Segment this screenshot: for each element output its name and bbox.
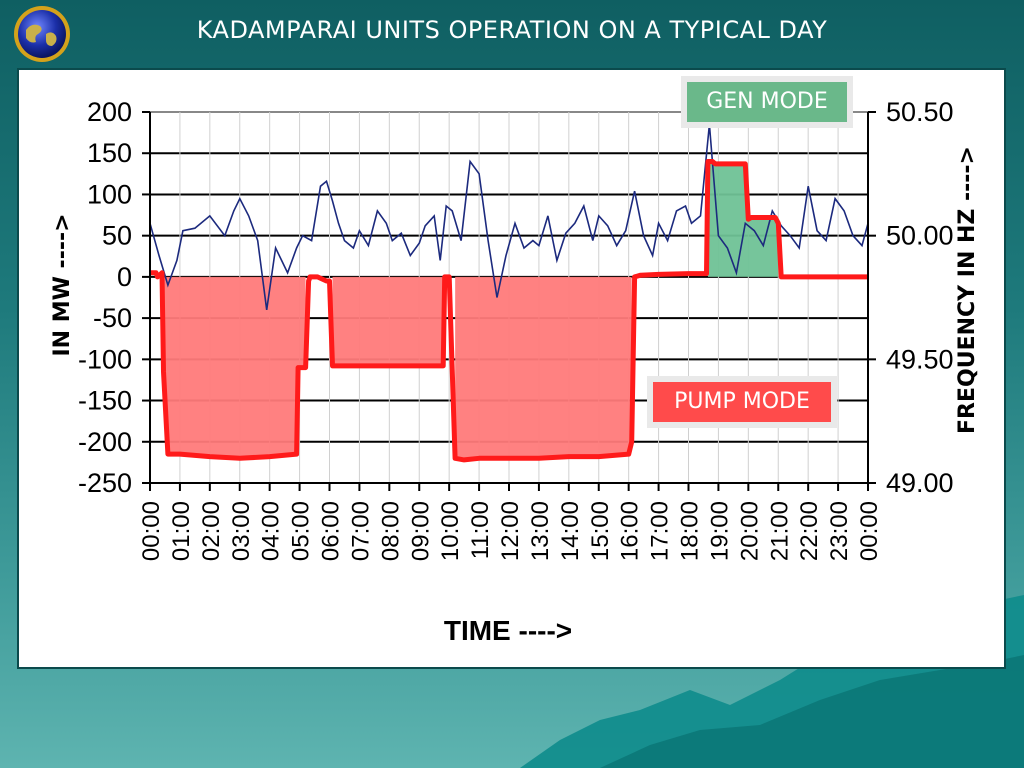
x-tick-label: 17:00: [647, 501, 674, 561]
x-tick-label: 18:00: [677, 501, 704, 561]
y-right-tick-labels: 50.50 50.00 49.50 49.00: [886, 97, 954, 498]
pump-mode-area: [455, 276, 632, 460]
x-tick-label: 02:00: [198, 501, 225, 561]
x-tick-label: 00:00: [138, 501, 165, 561]
x-tick-label: 11:00: [467, 501, 494, 559]
x-tick-label: 01:00: [168, 501, 195, 561]
chart-panel: 200 150 100 50 0 -50 -100 -150 -200 -250 50.50 50.…: [17, 68, 1006, 669]
x-tick-label: 13:00: [527, 501, 554, 561]
y-right-tick-label: 50.50: [886, 97, 954, 127]
x-tick-label: 05:00: [288, 501, 315, 561]
x-tick-label: 19:00: [706, 501, 733, 561]
y-left-tick-label: -100: [78, 344, 132, 374]
y-left-tick-label: 0: [117, 262, 132, 292]
pump-mode-text: PUMP MODE: [653, 382, 831, 422]
mw-series: [150, 159, 868, 463]
globe-logo: [14, 6, 70, 62]
y-left-tick-label: 200: [87, 97, 132, 127]
y-right-axis-title: FREQUENCY IN HZ ---->: [955, 146, 980, 434]
mountain-decoration: [520, 595, 1024, 768]
gen-mode-area: [707, 161, 779, 277]
x-tick-label: 10:00: [437, 501, 464, 561]
y-left-tick-label: -150: [78, 386, 132, 416]
frequency-series: [149, 124, 869, 311]
y-left-tick-label: 150: [87, 138, 132, 168]
y-left-tick-label: -50: [93, 303, 132, 333]
frequency-line: [149, 124, 869, 311]
x-tick-label: 08:00: [377, 501, 404, 561]
y-left-tick-label: -200: [78, 427, 132, 457]
axes: [142, 111, 876, 491]
pump-mode-area: [163, 276, 306, 459]
x-tick-label: 04:00: [258, 501, 285, 561]
gen-mode-label: GEN MODE: [681, 76, 853, 128]
y-right-tick-label: 49.00: [886, 468, 954, 498]
mw-fill-areas: [163, 161, 779, 460]
y-left-tick-label: 50: [102, 221, 132, 251]
x-tick-label: 00:00: [856, 501, 883, 561]
x-tick-label: 14:00: [557, 501, 584, 561]
y-left-tick-label: -250: [78, 468, 132, 498]
x-tick-label: 09:00: [407, 501, 434, 561]
x-tick-label: 12:00: [497, 501, 524, 561]
y-left-tick-labels: 200 150 100 50 0 -50 -100 -150 -200 -250: [78, 97, 132, 498]
x-tick-label: 03:00: [228, 501, 255, 561]
y-left-tick-label: 100: [87, 179, 132, 209]
x-tick-label: 20:00: [736, 501, 763, 561]
x-tick-label: 21:00: [766, 501, 793, 561]
pump-mode-label: PUMP MODE: [647, 376, 837, 428]
x-tick-label: 15:00: [587, 501, 614, 561]
x-axis-title: TIME ---->: [444, 615, 572, 646]
x-tick-label: 23:00: [826, 501, 853, 561]
x-tick-labels: 00:00 01:00 02:00 03:00 04:00 05:00 06:00 07:00…: [138, 501, 883, 561]
x-tick-label: 16:00: [617, 501, 644, 561]
y-left-axis-title: IN MW ---->: [50, 213, 75, 356]
y-right-tick-label: 49.50: [886, 344, 954, 374]
x-tick-label: 06:00: [318, 501, 345, 561]
x-tick-label: 07:00: [347, 501, 374, 561]
pump-mode-area: [332, 276, 444, 366]
y-right-tick-label: 50.00: [886, 221, 954, 251]
slide-title: KADAMPARAI UNITS OPERATION ON A TYPICAL …: [196, 16, 828, 44]
x-tick-label: 22:00: [796, 501, 823, 561]
gen-mode-text: GEN MODE: [687, 82, 847, 122]
mw-line: [150, 159, 868, 463]
